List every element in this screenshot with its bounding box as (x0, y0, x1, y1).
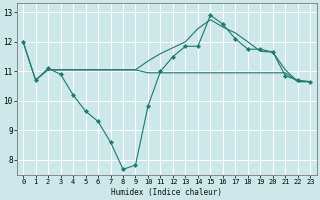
X-axis label: Humidex (Indice chaleur): Humidex (Indice chaleur) (111, 188, 222, 197)
